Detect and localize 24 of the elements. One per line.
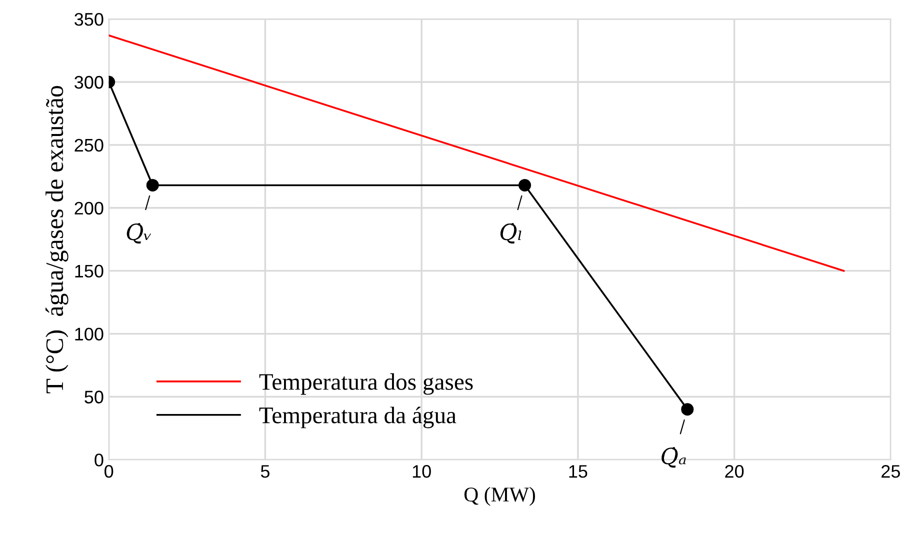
x-tick-label: 20 [725,465,744,478]
annotation: Q̇ₗ [500,222,522,244]
y-tick-label: 0 [94,454,104,466]
y-tick-label: 250 [74,138,104,152]
x-tick-label: 10 [412,465,431,478]
point [518,178,532,192]
y-tick-label: 100 [75,328,104,341]
annotation: Q̇ᵥ [126,222,151,244]
legend-label: Temperatura da água [259,406,456,428]
x-axis-title: Q (MW) [464,486,535,506]
y-tick-label: 350 [74,12,104,26]
x-tick-label: 25 [882,465,900,478]
x-tick-label: 15 [569,465,588,478]
y-axis-title: T (°C) água/gases de exaustão [46,86,68,394]
annotation: Q̇ₐ [662,447,686,468]
y-tick-label: 150 [75,264,104,278]
x-tick-label: 0 [104,465,114,478]
point [681,403,694,416]
y-tick-label: 50 [84,390,104,404]
x-tick-label: 5 [260,465,270,478]
point [146,178,159,192]
y-tick-label: 300 [74,76,104,89]
y-tick-label: 200 [74,202,104,215]
legend-label: Temperatura dos gases [259,373,473,395]
